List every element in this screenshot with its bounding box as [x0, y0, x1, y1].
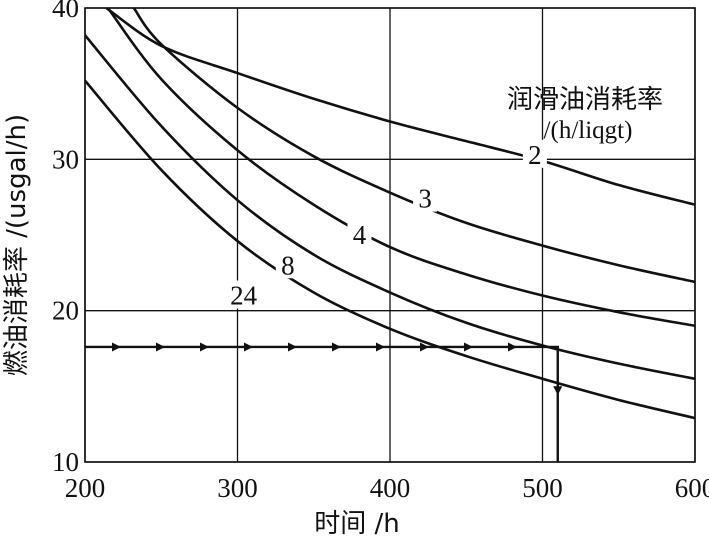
flow-arrow	[244, 342, 253, 352]
curve-label-3: 3	[418, 184, 432, 214]
curve-label-bg-2	[522, 139, 547, 168]
y-tick-label-40: 40	[52, 0, 79, 23]
plot-frame	[84, 7, 696, 463]
series-line-24	[85, 79, 695, 420]
reading-path	[85, 342, 563, 462]
y-tick-label-30: 30	[52, 144, 79, 174]
y-tick-label-20: 20	[52, 296, 79, 326]
curve-label-bg-8	[275, 250, 300, 279]
curve-label-24: 24	[230, 281, 258, 311]
flow-arrow	[112, 342, 121, 352]
flow-arrow	[156, 342, 165, 352]
curve-label-4: 4	[353, 220, 367, 250]
x-tick-label-200: 200	[65, 473, 106, 503]
flow-arrow	[200, 342, 209, 352]
flow-arrow	[288, 342, 297, 352]
flow-arrow	[332, 342, 341, 352]
y-axis-label: 燃油消耗率 /(usgal/h)	[2, 114, 32, 376]
reading-path-line	[85, 345, 559, 462]
curve-label-bg-3	[413, 183, 438, 212]
flow-arrow	[464, 342, 473, 352]
series-line-2	[105, 8, 695, 206]
flow-arrow	[420, 342, 429, 352]
curve-label-bg-24	[223, 280, 264, 309]
flow-arrow	[376, 342, 385, 352]
legend-unit: /(h/liqgt)	[544, 117, 633, 144]
x-tick-label-300: 300	[217, 473, 258, 503]
tick-labels: 200 300 400 500 600 10 20 30 40	[52, 0, 709, 503]
flow-arrow-down	[553, 386, 563, 396]
curve-labels: 2 3 4 8 24	[223, 139, 547, 311]
x-axis-label: 时间 /h	[314, 509, 400, 538]
curves	[85, 8, 695, 420]
curve-label-2: 2	[528, 140, 542, 170]
x-tick-label-500: 500	[522, 473, 563, 503]
legend-title: 润滑油消耗率	[507, 85, 663, 115]
x-tick-label-600: 600	[675, 473, 709, 503]
series-line-4	[106, 8, 695, 328]
grid-lines	[84, 7, 696, 463]
y-tick-label-10: 10	[52, 447, 79, 477]
x-tick-label-400: 400	[370, 473, 411, 503]
curve-label-bg-4	[347, 220, 372, 248]
flow-arrow	[508, 342, 517, 352]
curve-label-8: 8	[281, 250, 295, 280]
series-line-3	[132, 8, 695, 284]
series-line-8	[85, 34, 695, 381]
